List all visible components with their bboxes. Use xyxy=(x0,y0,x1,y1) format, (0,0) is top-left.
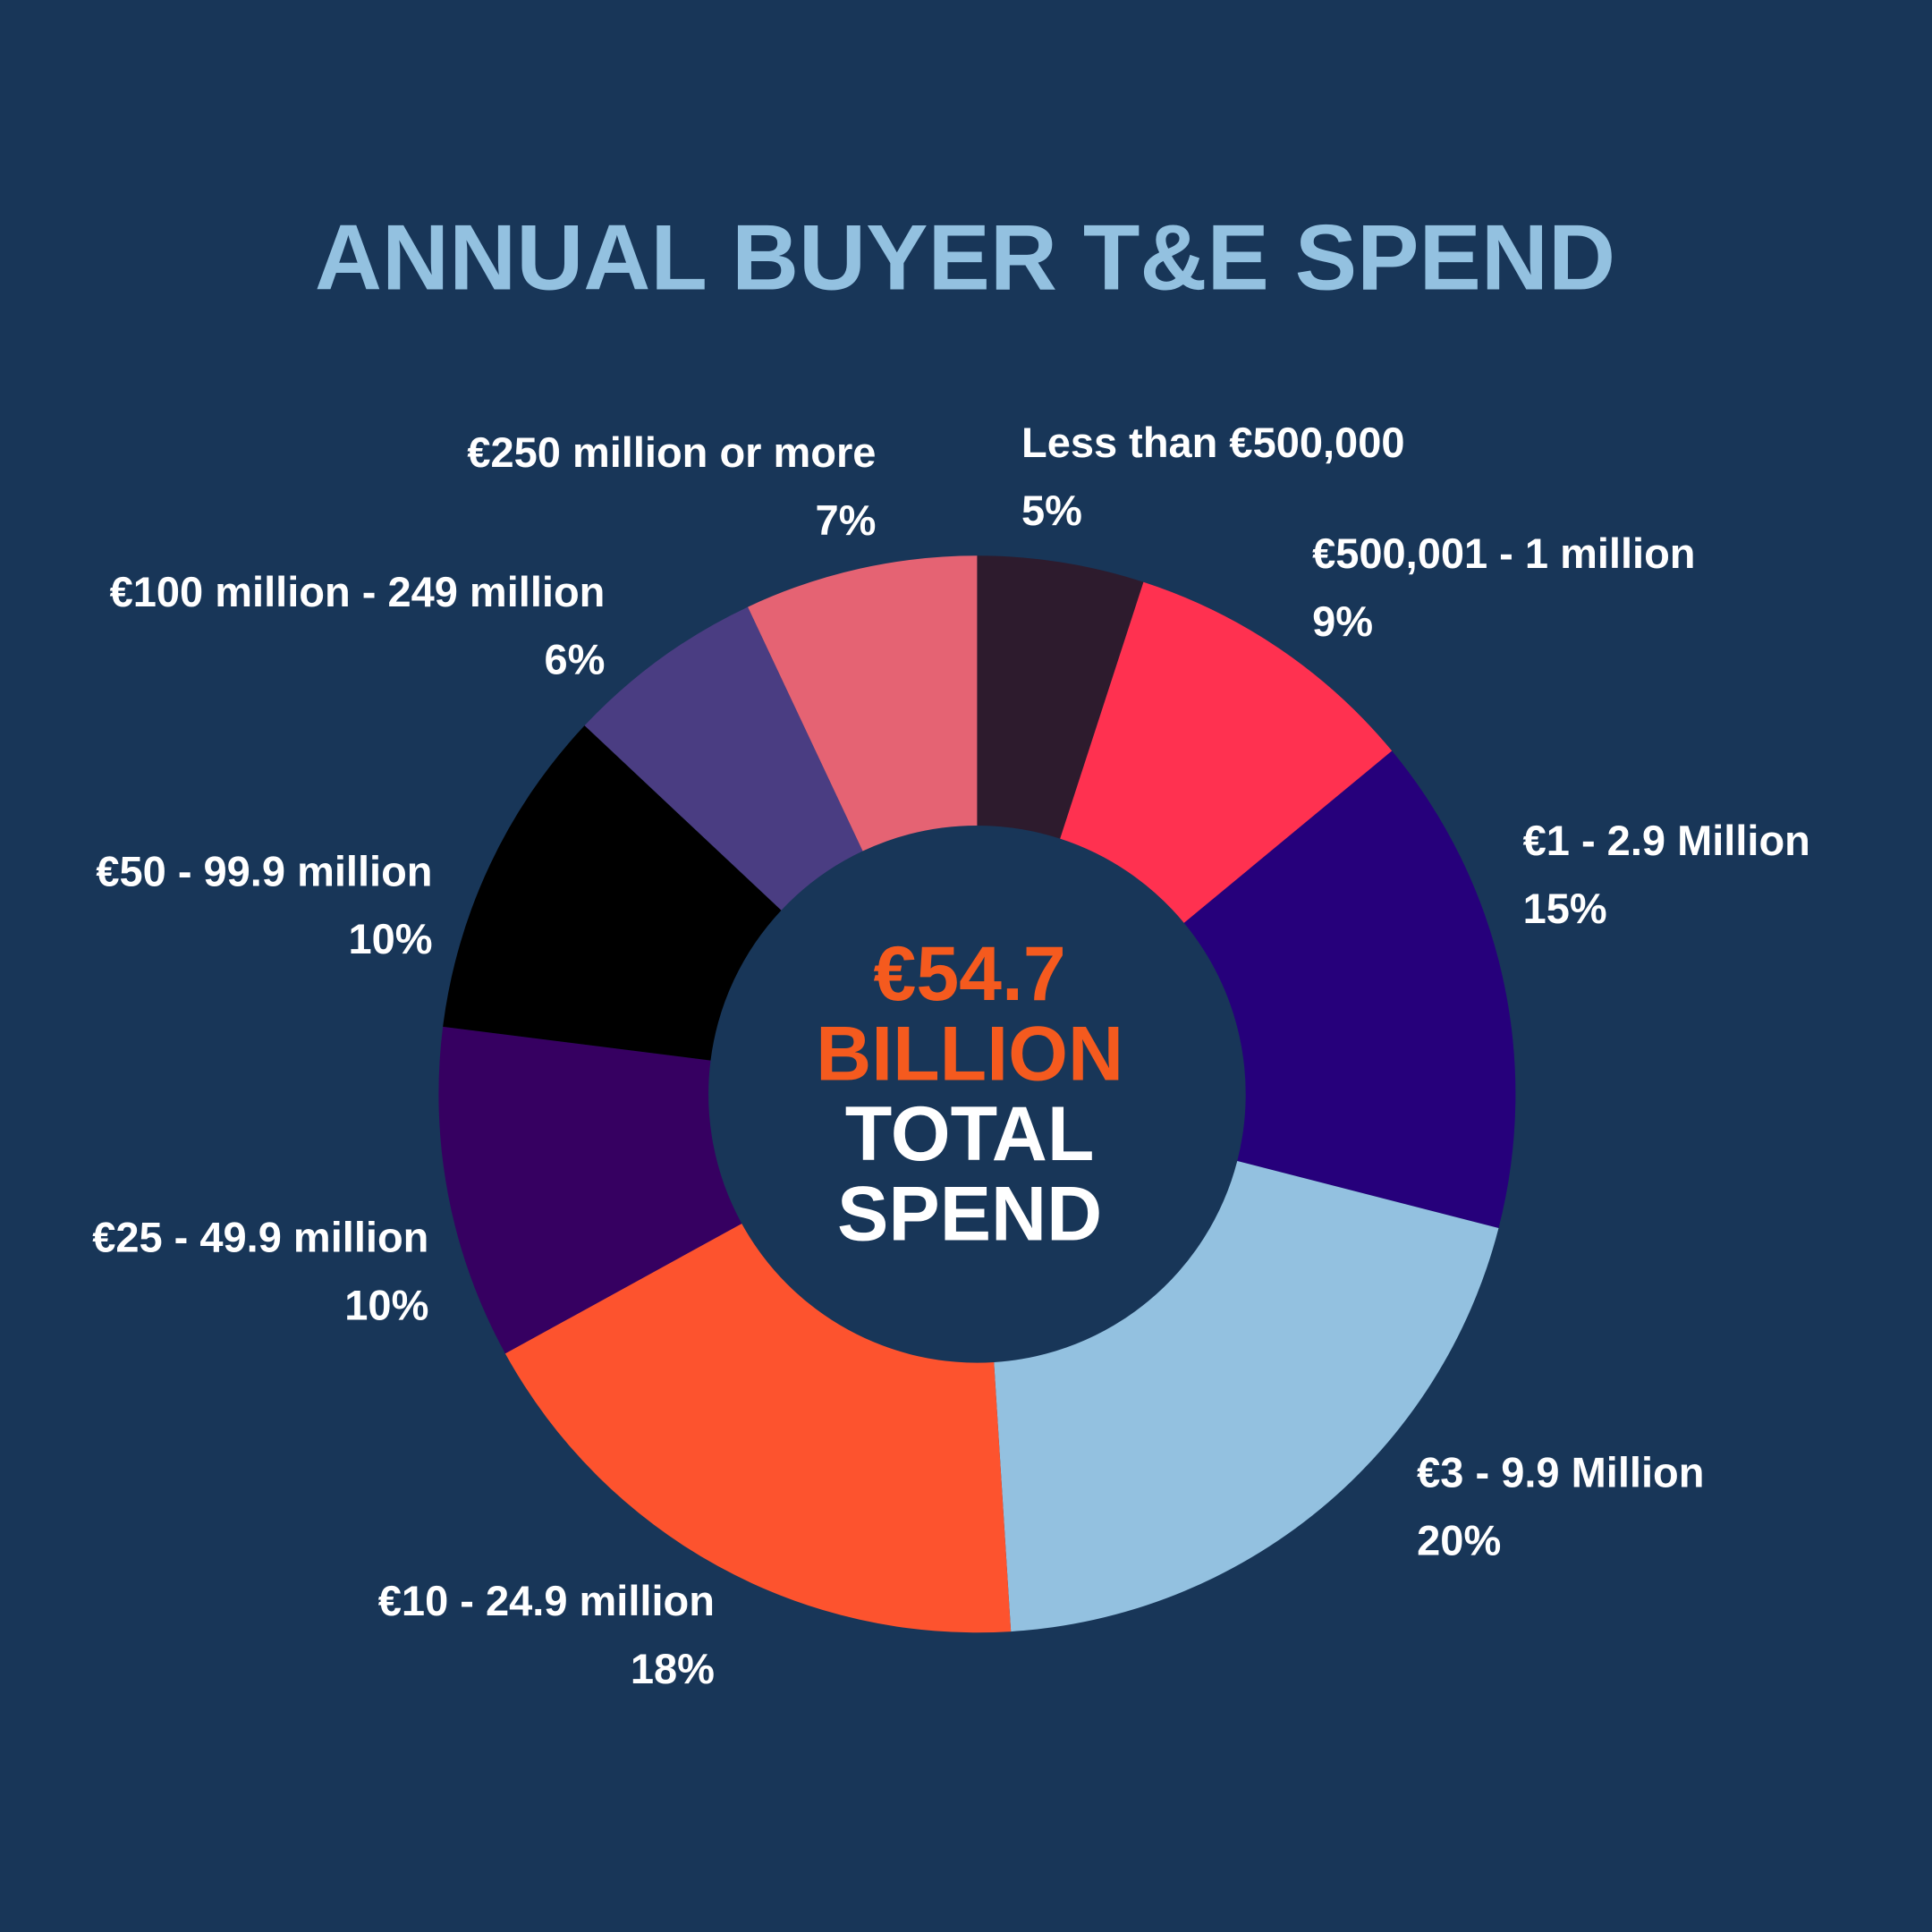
slice xyxy=(438,1026,742,1354)
slice-percent: 5% xyxy=(1021,487,1082,534)
slice-percent: 20% xyxy=(1417,1516,1501,1563)
slice-percent: 18% xyxy=(631,1645,715,1692)
slice-label: €1 - 2.9 Million xyxy=(1523,817,1810,864)
slice-percent: 9% xyxy=(1312,597,1373,645)
slice xyxy=(994,1160,1499,1632)
slice-percent: 15% xyxy=(1523,885,1607,932)
slice xyxy=(1183,750,1516,1228)
slice-label: €25 - 49.9 million xyxy=(92,1214,428,1261)
slice xyxy=(1060,581,1393,923)
chart-title: ANNUAL BUYER T&E SPEND xyxy=(315,206,1615,309)
slice-label: €10 - 24.9 million xyxy=(378,1577,715,1624)
slice-percent: 6% xyxy=(544,636,605,683)
slice xyxy=(977,555,1144,839)
slice-percent: 10% xyxy=(348,915,432,962)
slice-label: €100 million - 249 million xyxy=(110,568,606,615)
slice xyxy=(443,725,782,1061)
slice-percent: 7% xyxy=(816,496,877,544)
slice xyxy=(504,1223,1012,1633)
center-text: SPEND xyxy=(837,1171,1102,1257)
slice-label: €250 million or more xyxy=(467,428,876,476)
slice-label: €3 - 9.9 Million xyxy=(1417,1449,1704,1496)
slice-label: €500,001 - 1 million xyxy=(1312,530,1695,577)
slice-percent: 10% xyxy=(344,1281,428,1328)
center-text: €54.7 xyxy=(874,931,1066,1017)
slice-label: Less than €500,000 xyxy=(1021,419,1405,466)
center-text: BILLION xyxy=(816,1011,1123,1097)
center-text: TOTAL xyxy=(845,1091,1095,1177)
slice xyxy=(584,606,863,911)
slice xyxy=(748,555,978,852)
slice-label: €50 - 99.9 million xyxy=(96,847,432,894)
